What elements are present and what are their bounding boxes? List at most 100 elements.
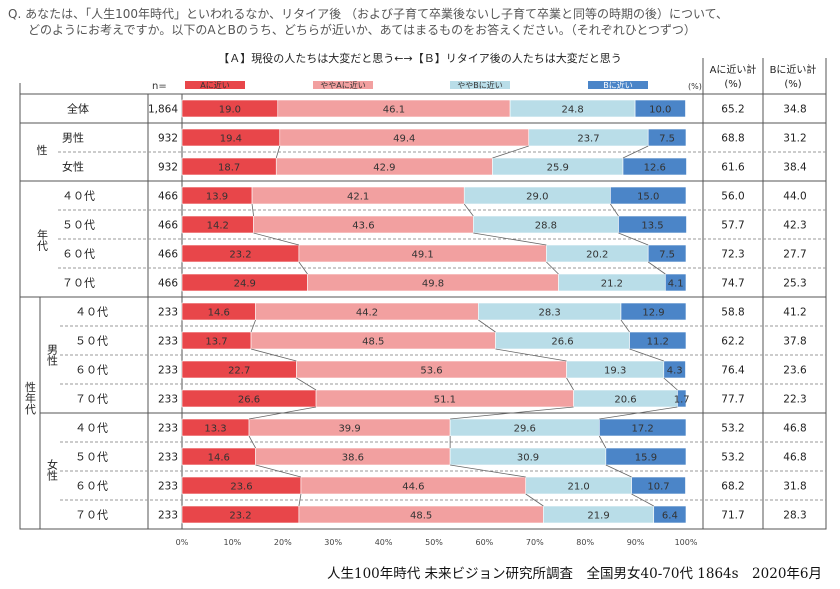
table-row: 男性 932 19.4 49.4 23.7 7.5 68.8 31.2 bbox=[62, 128, 807, 147]
data-label: 48.5 bbox=[362, 337, 384, 348]
legend-label: Aに近い bbox=[200, 80, 229, 90]
table-row: 全体 1,864 19.0 46.1 24.8 10.0 65.2 34.8 bbox=[67, 99, 807, 118]
row-label: 女性 bbox=[62, 160, 84, 174]
bar-segment bbox=[620, 302, 687, 321]
footer-source: 人生100年時代 未来ビジョン研究所調査 全国男女40-70代 1864s 20… bbox=[327, 566, 822, 582]
bar-segment bbox=[677, 389, 687, 408]
data-label: 25.9 bbox=[547, 163, 569, 174]
row-n: 466 bbox=[158, 249, 178, 261]
legend-swatch bbox=[588, 81, 648, 89]
data-label: 21.0 bbox=[568, 482, 590, 493]
a-total-value: 57.7 bbox=[721, 220, 744, 232]
a-total-value: 62.2 bbox=[721, 336, 744, 348]
data-label: 24.8 bbox=[561, 105, 583, 116]
group-label-sex: 性 bbox=[37, 143, 48, 157]
data-label: 49.4 bbox=[393, 134, 415, 145]
connector-line bbox=[618, 232, 649, 246]
row-n: 233 bbox=[158, 336, 178, 348]
connector-line bbox=[546, 261, 559, 275]
data-label: 21.2 bbox=[601, 279, 623, 290]
data-label: 42.9 bbox=[373, 163, 395, 174]
row-n: 1,864 bbox=[148, 104, 178, 116]
row-label: ７０代 bbox=[75, 393, 108, 406]
data-label: 38.6 bbox=[342, 453, 364, 464]
connector-line bbox=[255, 464, 302, 478]
connector-line bbox=[248, 406, 317, 420]
data-label: 7.5 bbox=[659, 250, 675, 261]
connector-line bbox=[631, 493, 654, 507]
data-label: 14.6 bbox=[208, 308, 230, 319]
data-label: 13.9 bbox=[206, 192, 228, 203]
bar-segment bbox=[622, 157, 687, 176]
connector-line bbox=[566, 377, 574, 391]
b-total-value: 46.8 bbox=[783, 423, 806, 435]
data-label: 13.5 bbox=[641, 221, 663, 232]
data-label: 18.7 bbox=[218, 163, 240, 174]
data-label: 49.1 bbox=[412, 250, 434, 261]
a-total-value: 71.7 bbox=[721, 510, 744, 522]
table-row: ６０代 233 23.6 44.6 21.0 10.7 68.2 31.8 bbox=[75, 476, 807, 495]
data-label: 14.6 bbox=[208, 453, 230, 464]
data-label: 14.2 bbox=[207, 221, 229, 232]
table-row: 女性 932 18.7 42.9 25.9 12.6 61.6 38.4 bbox=[62, 157, 807, 176]
a-total-value: 77.7 bbox=[721, 394, 744, 406]
bar-segment bbox=[647, 128, 687, 147]
data-label: 20.2 bbox=[586, 250, 608, 261]
row-label: ５０代 bbox=[75, 451, 108, 464]
data-label: 23.2 bbox=[229, 250, 251, 261]
row-n: 233 bbox=[158, 365, 178, 377]
frame-border bbox=[19, 93, 827, 530]
question-line-2: どのようにお考えですか。以下のAとBのうち、どちらが近いか、あてはまるものをお答… bbox=[28, 23, 696, 37]
a-total-value: 53.2 bbox=[721, 423, 744, 435]
data-label: 13.3 bbox=[204, 424, 226, 435]
x-tick-label: 50% bbox=[425, 538, 443, 547]
b-total-value: 31.2 bbox=[783, 133, 806, 145]
group-label-age: 年代 bbox=[36, 228, 49, 252]
data-label: 1.7 bbox=[674, 395, 690, 406]
data-label: 49.8 bbox=[422, 279, 444, 290]
data-label: 43.6 bbox=[352, 221, 374, 232]
row-label: ４０代 bbox=[62, 190, 95, 203]
x-tick-label: 40% bbox=[375, 538, 393, 547]
data-label: 28.8 bbox=[535, 221, 557, 232]
data-label: 42.1 bbox=[347, 192, 369, 203]
legend-swatch bbox=[450, 81, 510, 89]
row-label: ６０代 bbox=[62, 248, 95, 261]
question-text: Q. あなたは、「人生100年時代」といわれるなか、リタイア後 （および子育て卒… bbox=[8, 6, 828, 38]
question-line-1: Q. あなたは、「人生100年時代」といわれるなか、リタイア後 （および子育て卒… bbox=[8, 7, 728, 21]
bar-segment bbox=[634, 99, 686, 118]
data-label: 28.3 bbox=[539, 308, 561, 319]
b-total-value: 31.8 bbox=[783, 481, 806, 493]
connector-line bbox=[525, 493, 544, 507]
table-row: ７０代 466 24.9 49.8 21.2 4.1 74.7 25.3 bbox=[62, 273, 807, 292]
row-label: 男性 bbox=[62, 131, 84, 145]
a-total-value: 76.4 bbox=[721, 365, 745, 377]
data-label: 22.7 bbox=[228, 366, 250, 377]
data-label: 23.2 bbox=[229, 511, 251, 522]
data-label: 26.6 bbox=[238, 395, 260, 406]
bar-segment bbox=[605, 447, 687, 466]
connector-line bbox=[605, 464, 632, 478]
data-label: 12.9 bbox=[642, 308, 664, 319]
connector-line bbox=[250, 348, 297, 362]
connector-line bbox=[622, 145, 649, 159]
row-label: ７０代 bbox=[62, 277, 95, 290]
connector-line bbox=[298, 261, 308, 275]
legend-label: Bに近い bbox=[603, 80, 633, 90]
bar-segment bbox=[618, 215, 687, 234]
group-label-male: 男性 bbox=[46, 344, 59, 367]
data-label: 21.9 bbox=[587, 511, 609, 522]
connector-line bbox=[495, 348, 567, 362]
connector-line bbox=[473, 232, 547, 246]
connector-line bbox=[620, 319, 630, 333]
group-label-female: 女性 bbox=[46, 458, 59, 482]
table-row: ５０代 233 14.6 38.6 30.9 15.9 53.2 46.8 bbox=[75, 447, 807, 466]
b-total-value: 42.3 bbox=[783, 220, 806, 232]
data-label: 53.6 bbox=[420, 366, 442, 377]
table-row: ６０代 233 22.7 53.6 19.3 4.3 76.4 23.6 bbox=[75, 360, 807, 379]
a-total-value: 74.7 bbox=[721, 278, 744, 290]
b-total-value: 25.3 bbox=[783, 278, 806, 290]
a-total-value: 61.6 bbox=[721, 162, 745, 174]
row-n: 233 bbox=[158, 307, 178, 319]
